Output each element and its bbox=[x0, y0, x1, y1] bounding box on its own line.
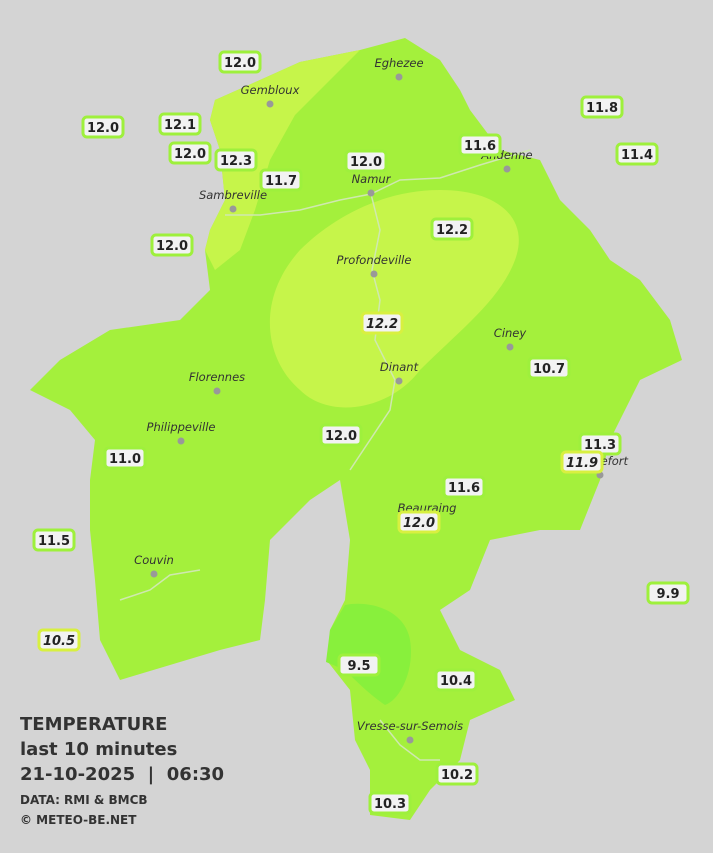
town-label: Philippeville bbox=[147, 420, 216, 434]
station-value: 12.3 bbox=[220, 154, 252, 169]
station-box bbox=[458, 133, 502, 157]
station-value: 10.2 bbox=[441, 768, 473, 783]
station-box bbox=[360, 311, 404, 335]
station-value: 12.0 bbox=[325, 429, 357, 444]
town-dot bbox=[503, 165, 511, 173]
station-value: 12.0 bbox=[403, 516, 435, 531]
station-box bbox=[560, 450, 604, 474]
town-label: Dinant bbox=[380, 360, 419, 374]
town-dot bbox=[395, 377, 403, 385]
station-box bbox=[337, 653, 381, 677]
station-value: 12.0 bbox=[350, 155, 382, 170]
station-value: 11.3 bbox=[584, 438, 616, 453]
town-label: Sambreville bbox=[199, 188, 267, 202]
station-value: 12.0 bbox=[174, 147, 206, 162]
station-box bbox=[319, 423, 363, 447]
town-label: Namur bbox=[352, 172, 392, 186]
station-value: 9.9 bbox=[656, 587, 679, 602]
town-dot bbox=[395, 73, 403, 81]
station-box bbox=[442, 475, 486, 499]
town-label: Ciney bbox=[494, 326, 527, 340]
station-value: 12.0 bbox=[224, 56, 256, 71]
station-value: 12.1 bbox=[164, 118, 196, 133]
station-box bbox=[368, 791, 412, 815]
town-dot bbox=[367, 189, 375, 197]
town-dot bbox=[370, 270, 378, 278]
station-box bbox=[580, 95, 624, 119]
station-box bbox=[259, 168, 303, 192]
station-value: 12.0 bbox=[87, 121, 119, 136]
town-label: Couvin bbox=[134, 553, 174, 567]
town-label: Profondeville bbox=[337, 253, 412, 267]
station-value: 11.4 bbox=[621, 148, 653, 163]
station-value: 11.6 bbox=[464, 139, 496, 154]
station-box bbox=[103, 446, 147, 470]
town-dot bbox=[177, 437, 185, 445]
town-label: Florennes bbox=[189, 370, 245, 384]
station-value: 10.4 bbox=[440, 674, 472, 689]
station-box bbox=[158, 112, 202, 136]
station-box bbox=[37, 628, 81, 652]
station-box bbox=[81, 115, 125, 139]
station-box bbox=[32, 528, 76, 552]
town-dot bbox=[213, 387, 221, 395]
station-value: 12.0 bbox=[156, 239, 188, 254]
legend-source: DATA: RMI & BMCB bbox=[20, 793, 148, 807]
legend-title: TEMPERATURE bbox=[20, 714, 167, 735]
station-value: 10.7 bbox=[533, 362, 565, 377]
station-box bbox=[615, 142, 659, 166]
station-value: 10.5 bbox=[43, 634, 75, 649]
station-box bbox=[214, 148, 258, 172]
station-value: 11.0 bbox=[109, 452, 141, 467]
station-box bbox=[168, 141, 212, 165]
legend-credit: © METEO-BE.NET bbox=[20, 813, 137, 827]
station-value: 9.5 bbox=[347, 659, 370, 674]
town-label: Eghezee bbox=[374, 56, 423, 70]
station-value: 11.7 bbox=[265, 174, 297, 189]
legend-datetime: 21-10-2025 | 06:30 bbox=[20, 764, 224, 785]
station-value: 12.2 bbox=[366, 317, 398, 332]
station-box bbox=[527, 356, 571, 380]
town-label: Gembloux bbox=[241, 83, 300, 97]
station-value: 11.5 bbox=[38, 534, 70, 549]
town-dot bbox=[150, 570, 158, 578]
legend-subtitle: last 10 minutes bbox=[20, 739, 177, 760]
station-value: 12.2 bbox=[436, 223, 468, 238]
station-box bbox=[434, 668, 478, 692]
town-label: Vresse-sur-Semois bbox=[357, 719, 463, 733]
station-box bbox=[150, 233, 194, 257]
station-box bbox=[646, 581, 690, 605]
station-box bbox=[397, 510, 441, 534]
town-dot bbox=[406, 736, 414, 744]
station-value: 11.8 bbox=[586, 101, 618, 116]
warm-zone bbox=[269, 190, 519, 408]
station-box bbox=[435, 762, 479, 786]
town-dot bbox=[506, 343, 514, 351]
station-box bbox=[344, 149, 388, 173]
station-box bbox=[430, 217, 474, 241]
station-box bbox=[218, 50, 262, 74]
town-dot bbox=[229, 205, 237, 213]
station-value: 10.3 bbox=[374, 797, 406, 812]
station-value: 11.6 bbox=[448, 481, 480, 496]
station-value: 11.9 bbox=[566, 456, 598, 471]
town-dot bbox=[266, 100, 274, 108]
